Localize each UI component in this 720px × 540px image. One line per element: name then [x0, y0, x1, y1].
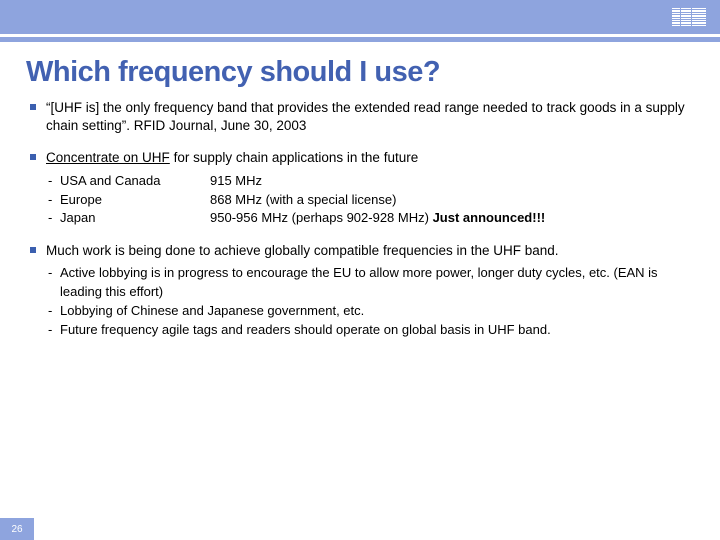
freq-value-emph: Just announced!!! [433, 210, 546, 225]
freq-value: 868 MHz (with a special license) [210, 191, 690, 210]
bullet-work-text: Much work is being done to achieve globa… [46, 243, 559, 258]
freq-list: USA and Canada 915 MHz Europe 868 MHz (w… [46, 172, 690, 229]
bullet-work: Much work is being done to achieve globa… [30, 242, 690, 340]
work-sub-item: Lobbying of Chinese and Japanese governm… [46, 302, 690, 321]
freq-region: USA and Canada [60, 172, 210, 191]
bullet-quote: “[UHF is] the only frequency band that p… [30, 99, 690, 135]
bullet-concentrate-underline: Concentrate on UHF [46, 150, 170, 165]
work-sub-item: Future frequency agile tags and readers … [46, 321, 690, 340]
bullet-quote-text: “[UHF is] the only frequency band that p… [46, 100, 685, 133]
page-number: 26 [0, 518, 34, 540]
header-bar [0, 0, 720, 34]
freq-region: Japan [60, 209, 210, 228]
freq-value: 950-956 MHz (perhaps 902-928 MHz) Just a… [210, 209, 690, 228]
freq-value-text: 950-956 MHz (perhaps 902-928 MHz) [210, 210, 433, 225]
freq-region: Europe [60, 191, 210, 210]
bullet-concentrate: Concentrate on UHF for supply chain appl… [30, 149, 690, 228]
ibm-logo [672, 8, 706, 26]
freq-value: 915 MHz [210, 172, 690, 191]
work-sub-item: Active lobbying is in progress to encour… [46, 264, 690, 302]
work-sub-list: Active lobbying is in progress to encour… [46, 264, 690, 339]
freq-row-japan: Japan 950-956 MHz (perhaps 902-928 MHz) … [46, 209, 690, 228]
freq-row-usa: USA and Canada 915 MHz [46, 172, 690, 191]
slide-title: Which frequency should I use? [0, 42, 720, 99]
freq-row-europe: Europe 868 MHz (with a special license) [46, 191, 690, 210]
slide-body: “[UHF is] the only frequency band that p… [0, 99, 720, 340]
bullet-concentrate-rest: for supply chain applications in the fut… [170, 150, 418, 165]
slide: Which frequency should I use? “[UHF is] … [0, 0, 720, 540]
